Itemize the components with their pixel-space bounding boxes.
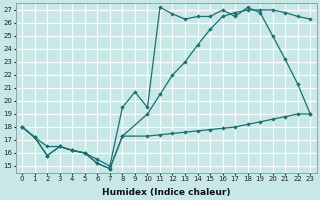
X-axis label: Humidex (Indice chaleur): Humidex (Indice chaleur) xyxy=(102,188,230,197)
